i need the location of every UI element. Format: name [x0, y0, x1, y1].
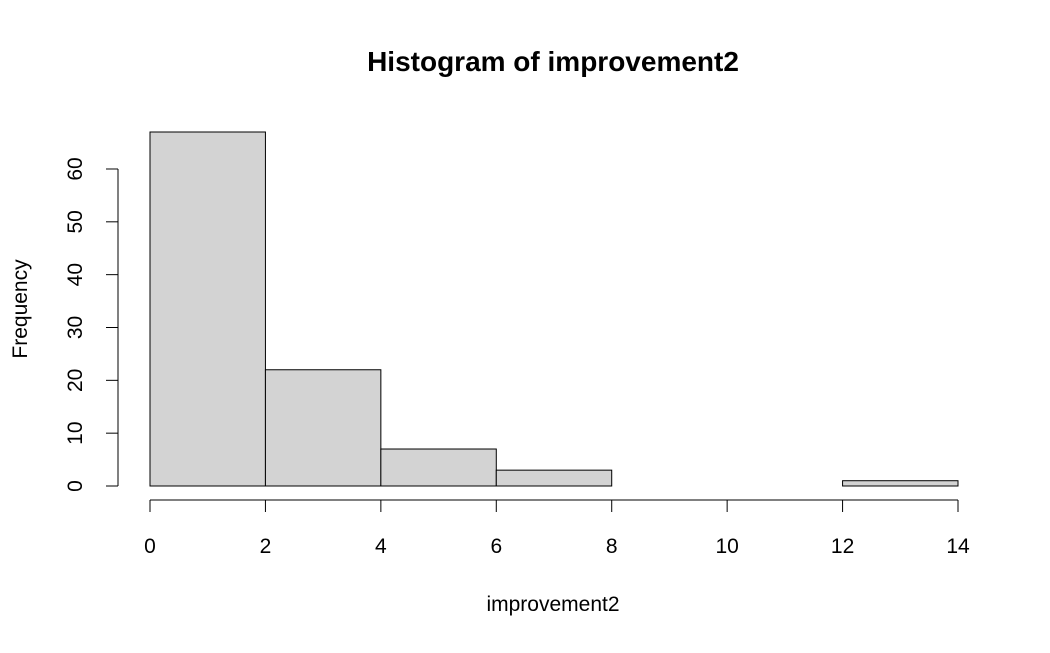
y-axis: 0 10 20 30 40 50 60 — [64, 157, 119, 492]
x-tick-label-1: 2 — [260, 535, 272, 558]
histogram-bar-6 — [842, 480, 959, 487]
x-axis: 0 2 4 6 8 10 12 14 — [144, 499, 970, 558]
y-tick-label-5: 50 — [64, 210, 87, 233]
x-tick-label-5: 10 — [715, 535, 738, 558]
histogram-bar-0 — [149, 131, 266, 487]
x-axis-label: improvement2 — [486, 593, 619, 616]
histogram-bar-3 — [495, 469, 613, 487]
x-tick-label-3: 6 — [490, 535, 502, 558]
histogram-bar-1 — [264, 369, 382, 487]
x-tick-label-0: 0 — [144, 535, 156, 558]
y-tick-label-2: 20 — [64, 369, 87, 392]
x-tick-label-6: 12 — [831, 535, 854, 558]
histogram-bar-2 — [380, 448, 497, 487]
y-tick-label-6: 60 — [64, 157, 87, 180]
x-tick-label-7: 14 — [946, 535, 970, 558]
x-tick-label-2: 4 — [375, 535, 387, 558]
bars-group — [149, 131, 959, 487]
x-tick-label-4: 8 — [606, 535, 618, 558]
y-tick-label-0: 0 — [64, 480, 87, 492]
chart-title: Histogram of improvement2 — [367, 46, 739, 77]
y-tick-label-3: 30 — [64, 316, 87, 339]
y-axis-label: Frequency — [9, 259, 32, 359]
y-tick-label-1: 10 — [64, 421, 87, 444]
y-tick-label-4: 40 — [64, 263, 87, 286]
